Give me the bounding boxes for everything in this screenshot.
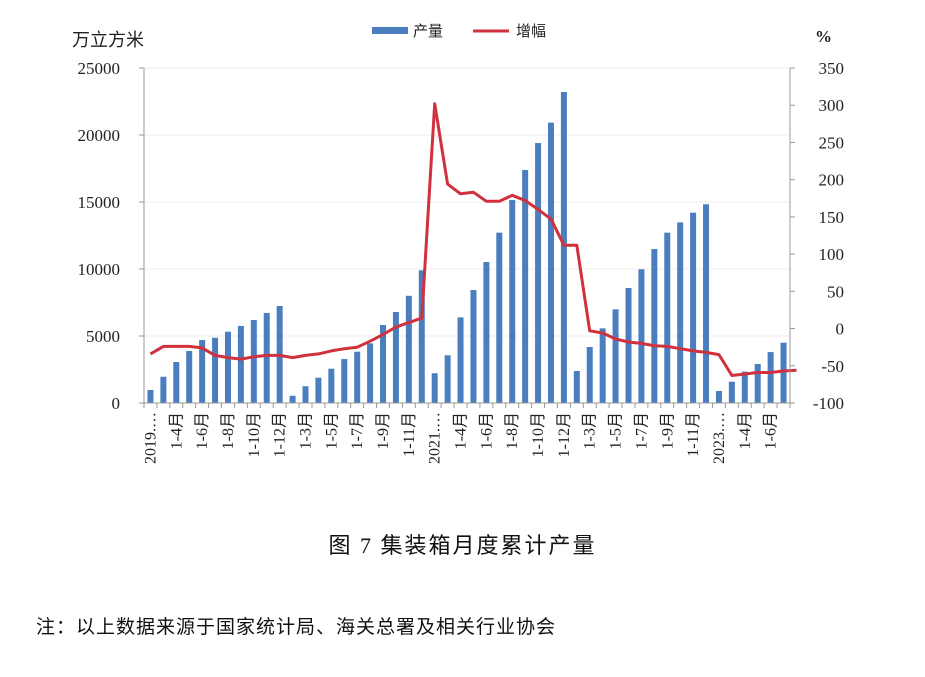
bar-47	[754, 364, 761, 403]
x-tick-label: 1-8月	[504, 412, 521, 449]
bar-5	[212, 337, 219, 403]
bar-4	[199, 340, 206, 403]
y-left-tick-label: 25000	[78, 59, 121, 78]
bar-8	[250, 320, 257, 403]
y-right-tick-label: 100	[819, 245, 845, 264]
bar-12	[302, 386, 309, 403]
x-tick-label: 1-9月	[659, 412, 676, 449]
x-tick-label: 2023.…	[711, 412, 728, 464]
bar-14	[328, 368, 335, 403]
y-right-tick-label: 0	[836, 320, 845, 339]
bar-43	[703, 204, 710, 403]
x-tick-label: 1-11月	[685, 412, 702, 457]
bar-48	[767, 352, 774, 403]
bar-34	[586, 346, 593, 403]
bar-26	[483, 262, 490, 403]
bar-33	[573, 370, 580, 403]
bar-25	[470, 290, 477, 403]
x-tick-label: 1-7月	[349, 412, 366, 449]
bar-46	[741, 371, 748, 403]
bar-29	[522, 169, 529, 403]
bar-6	[224, 331, 231, 403]
bar-2	[173, 361, 180, 403]
y-right-tick-label: 300	[819, 96, 845, 115]
bar-39	[651, 249, 658, 403]
bar-21	[418, 270, 425, 403]
legend-label-bar: 产量	[413, 23, 443, 40]
bar-20	[405, 295, 412, 403]
y-right-tick-label: 150	[819, 208, 845, 227]
x-tick-label: 1-4月	[453, 412, 470, 449]
x-tick-label: 1-4月	[737, 412, 754, 449]
bar-19	[392, 312, 399, 403]
x-tick-label: 1-3月	[298, 412, 315, 449]
x-tick-label: 1-11月	[401, 412, 418, 457]
legend-swatch-bar	[372, 27, 408, 34]
bar-11	[289, 395, 296, 403]
legend-label-line: 增幅	[516, 23, 546, 40]
bar-40	[664, 232, 671, 403]
figure-caption: 图 7 集装箱月度累计产量	[328, 533, 597, 558]
x-tick-label: 1-5月	[608, 412, 625, 449]
y-left-tick-label: 5000	[86, 327, 120, 346]
bar-24	[457, 317, 464, 403]
bar-28	[509, 199, 516, 403]
bar-35	[599, 328, 606, 403]
y-right-tick-label: 50	[827, 282, 844, 301]
x-tick-label: 1-10月	[530, 412, 547, 457]
bar-41	[677, 222, 684, 403]
bar-0	[147, 390, 154, 403]
bar-30	[535, 143, 542, 404]
bar-49	[780, 342, 787, 403]
y-right-tick-label: -50	[821, 357, 844, 376]
x-tick-label: 1-3月	[582, 412, 599, 449]
bar-32	[560, 91, 567, 404]
bar-23	[444, 355, 451, 403]
bar-38	[638, 269, 645, 403]
y-right-tick-label: -100	[813, 394, 844, 413]
bar-45	[728, 381, 735, 403]
x-tick-label: 1-5月	[323, 412, 340, 449]
y-right-tick-label: 250	[819, 133, 845, 152]
x-tick-label: 2019.…	[142, 412, 159, 464]
x-tick-label: 1-12月	[272, 412, 289, 457]
x-tick-label: 1-12月	[556, 412, 573, 457]
bar-3	[186, 351, 193, 403]
bar-37	[625, 288, 632, 403]
y-right-axis-label: %	[815, 27, 832, 46]
x-tick-label: 1-9月	[375, 412, 392, 449]
bar-1	[160, 376, 167, 403]
bar-17	[367, 343, 374, 403]
x-tick-label: 1-4月	[168, 412, 185, 449]
x-tick-label: 1-10月	[246, 412, 263, 457]
x-tick-label: 1-6月	[763, 412, 780, 449]
y-left-tick-label: 15000	[78, 193, 121, 212]
bar-36	[612, 309, 619, 403]
bar-9	[263, 312, 270, 403]
x-tick-label: 1-8月	[220, 412, 237, 449]
bar-44	[715, 391, 722, 403]
y-left-tick-label: 10000	[78, 260, 121, 279]
bar-27	[496, 232, 503, 403]
x-tick-label: 1-7月	[633, 412, 650, 449]
y-left-tick-label: 0	[112, 394, 121, 413]
bar-13	[315, 377, 322, 403]
y-right-tick-label: 200	[819, 171, 845, 190]
x-tick-label: 1-6月	[194, 412, 211, 449]
y-left-axis-label: 万立方米	[72, 30, 144, 50]
chart-svg: 0 5000 10000 15000 20000 25000 -100 -50 0 50 100 15…	[72, 23, 845, 464]
x-tick-label: 1-6月	[478, 412, 495, 449]
y-right-tick-label: 350	[819, 59, 845, 78]
bar-16	[354, 351, 361, 403]
bar-31	[547, 122, 554, 403]
bar-42	[690, 212, 697, 403]
bar-22	[431, 373, 438, 403]
bar-7	[237, 325, 244, 403]
bar-15	[341, 359, 348, 403]
bar-18	[380, 325, 387, 403]
y-left-tick-label: 20000	[78, 126, 121, 145]
x-tick-label: 2021.…	[427, 412, 444, 464]
source-note: 注：以上数据来源于国家统计局、海关总署及相关行业协会	[36, 617, 557, 638]
